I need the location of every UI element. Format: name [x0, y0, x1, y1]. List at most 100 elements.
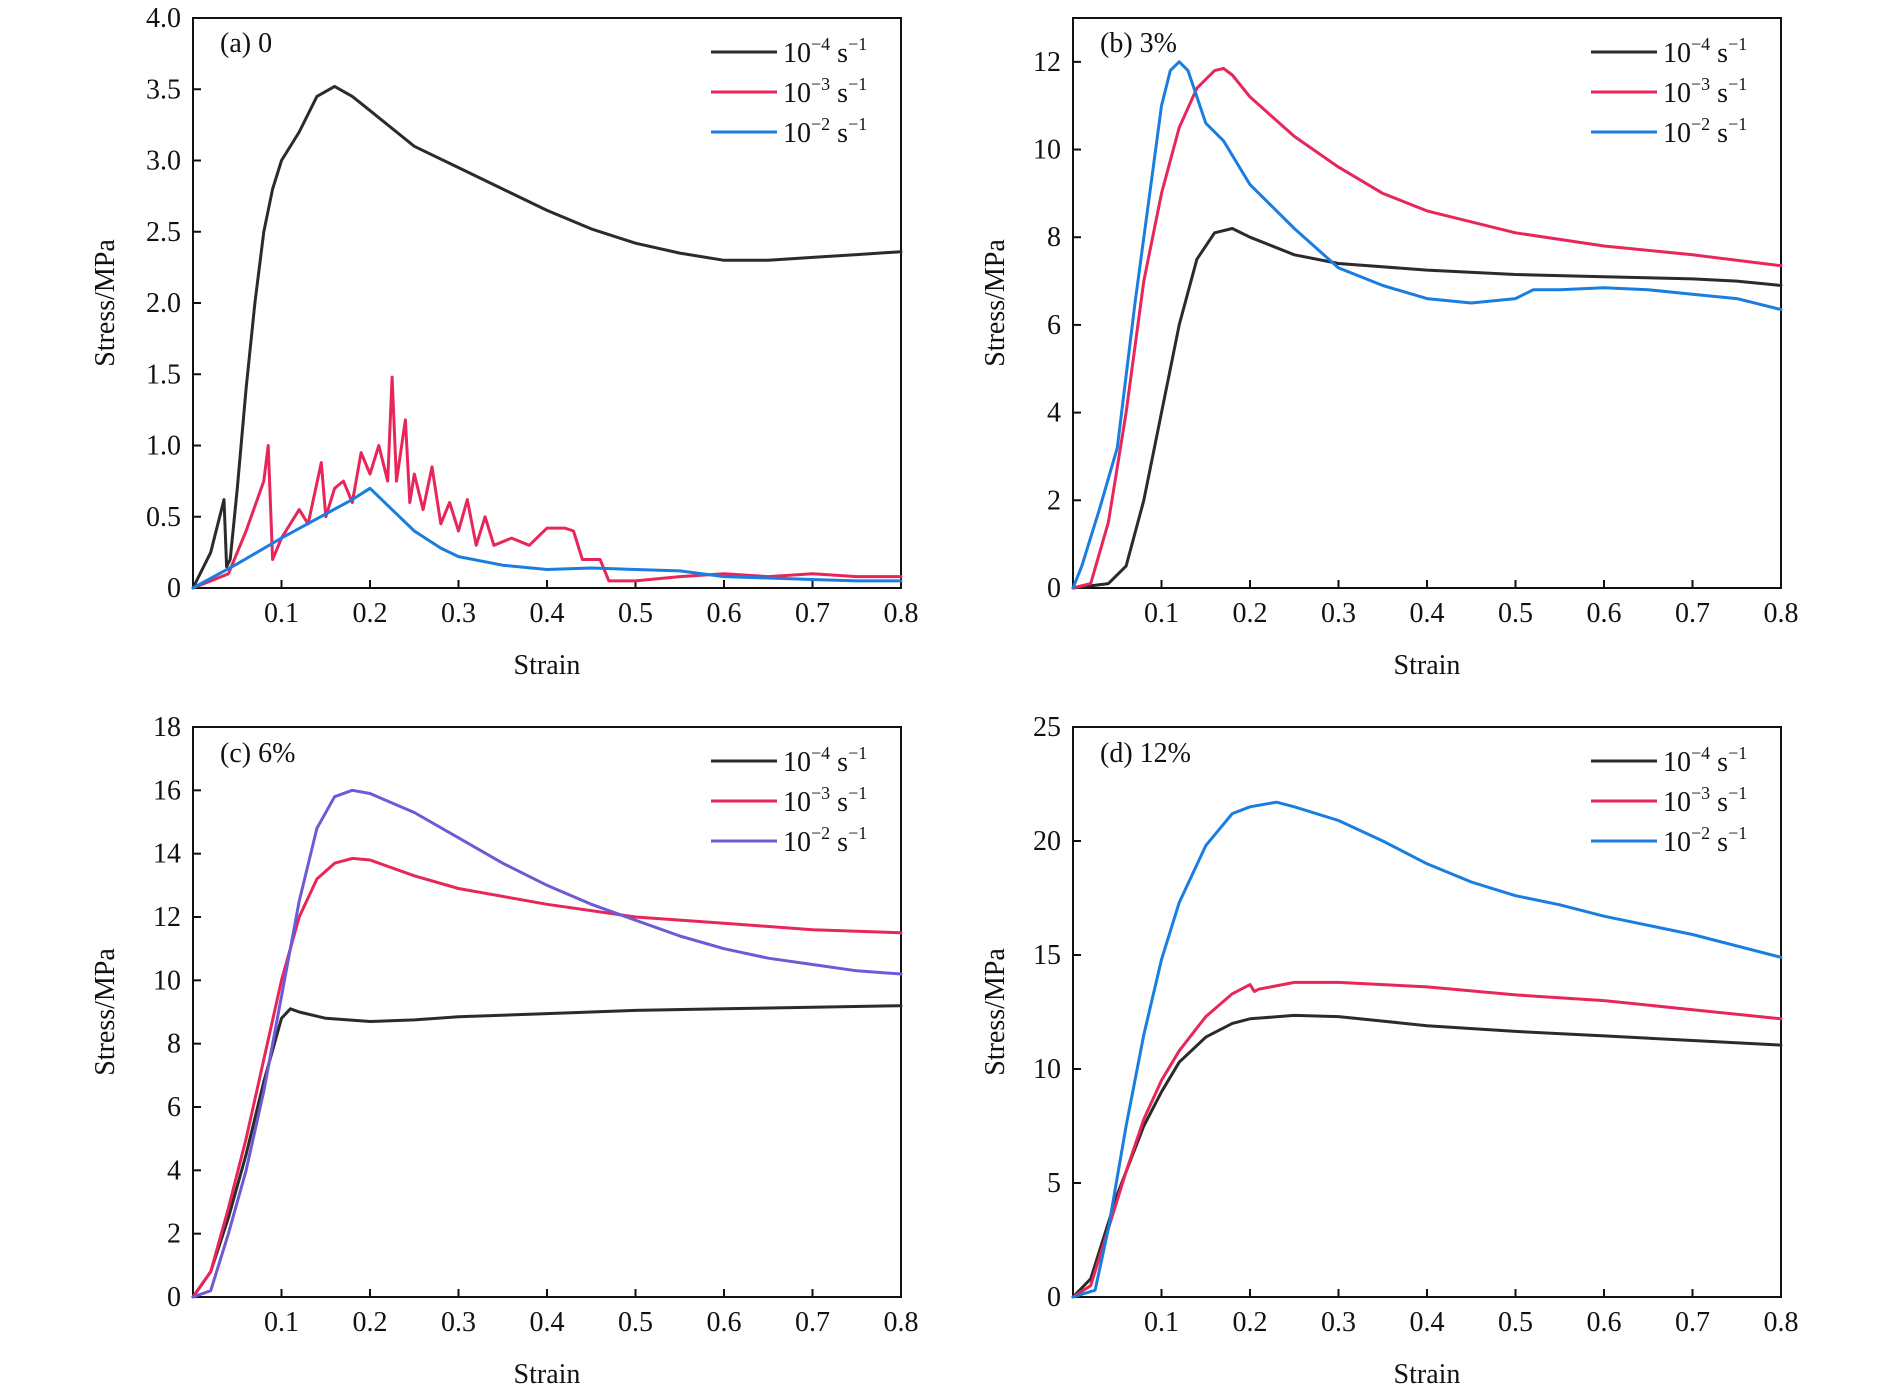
- x-axis-label: Strain: [1394, 1359, 1461, 1390]
- x-tick-label: 0.4: [530, 1307, 565, 1338]
- y-tick-label: 8: [1047, 222, 1061, 253]
- legend-label: 10−2 s−1: [783, 823, 867, 858]
- x-tick-label: 0.8: [884, 598, 919, 629]
- y-axis-label: Stress/MPa: [980, 948, 1011, 1076]
- y-tick-label: 2.5: [146, 217, 181, 248]
- series-layer: [191, 788, 903, 1299]
- y-tick-label: 2: [1047, 485, 1061, 516]
- y-tick-label: 10: [153, 965, 181, 996]
- panel-title: (a) 0: [220, 28, 272, 59]
- x-tick-label: 0.6: [1587, 598, 1622, 629]
- legend-label: 10−2 s−1: [1663, 114, 1747, 149]
- x-axis-label: Strain: [514, 1359, 581, 1390]
- panel-c: 0.1 0.2 0.3 0.4 0.5 0.6 0.7 0.8024681012141618 …: [90, 712, 919, 1390]
- x-tick-label: 0.3: [441, 598, 476, 629]
- y-tick-label: 6: [1047, 310, 1061, 341]
- series-line-r3: [1071, 66, 1783, 590]
- legend: 10−4 s−1 10−3 s−1 10−2 s−1: [711, 743, 867, 858]
- axis-ticks: 0.1 0.2 0.3 0.4 0.5 0.6 0.7 0.8 0 2 4 6 8 10 12 14 16 18: [153, 712, 919, 1338]
- axis-ticks: 0.1 0.2 0.3 0.4 0.5 0.6 0.7 0.8 0 5 10 15 20 25: [1033, 712, 1799, 1338]
- y-tick-label: 2: [167, 1219, 181, 1250]
- x-tick-label: 0.8: [884, 1307, 919, 1338]
- series-line-r3: [191, 375, 903, 590]
- series-line-r3: [191, 856, 903, 1299]
- x-tick-label: 0.5: [1498, 1307, 1533, 1338]
- series-line-r4: [1071, 1013, 1783, 1299]
- x-tick-label: 0.3: [1321, 598, 1356, 629]
- series-line-r4: [191, 84, 903, 590]
- y-tick-label: 0: [167, 1282, 181, 1313]
- y-tick-label: 4.0: [146, 3, 181, 34]
- x-tick-label: 0.2: [353, 598, 388, 629]
- y-tick-label: 0: [167, 573, 181, 604]
- x-tick-label: 0.7: [1675, 598, 1710, 629]
- legend-label: 10−4 s−1: [1663, 34, 1747, 69]
- y-tick-label: 8: [167, 1029, 181, 1060]
- legend-label: 10−2 s−1: [783, 114, 867, 149]
- y-tick-label: 5: [1047, 1168, 1061, 1199]
- series-layer: [191, 84, 903, 590]
- y-tick-label: 0: [1047, 573, 1061, 604]
- y-tick-label: 2.0: [146, 288, 181, 319]
- legend: 10−4 s−1 10−3 s−1 10−2 s−1: [1591, 34, 1747, 149]
- y-tick-label: 0: [1047, 1282, 1061, 1313]
- legend-label: 10−4 s−1: [783, 743, 867, 778]
- x-tick-label: 0.2: [353, 1307, 388, 1338]
- y-tick-label: 1.0: [146, 431, 181, 462]
- y-tick-label: 10: [1033, 1054, 1061, 1085]
- y-tick-label: 1.5: [146, 359, 181, 390]
- y-tick-label: 0.5: [146, 502, 181, 533]
- y-axis-label: Stress/MPa: [90, 239, 121, 367]
- legend-label: 10−3 s−1: [783, 74, 867, 109]
- y-tick-label: 12: [1033, 47, 1061, 78]
- axis-ticks: 0.1 0.2 0.3 0.4 0.5 0.6 0.7 0.8 0 0.5 1.0 1.5 2.0 2.5…: [146, 3, 919, 629]
- x-tick-label: 0.2: [1233, 1307, 1268, 1338]
- y-tick-label: 6: [167, 1092, 181, 1123]
- panel-title: (d) 12%: [1100, 738, 1191, 769]
- legend-label: 10−4 s−1: [783, 34, 867, 69]
- series-layer: [1071, 800, 1783, 1299]
- y-tick-label: 10: [1033, 135, 1061, 166]
- series-line-r2: [191, 788, 903, 1299]
- series-line-r2: [1071, 800, 1783, 1299]
- x-tick-label: 0.1: [264, 598, 299, 629]
- x-tick-label: 0.6: [707, 1307, 742, 1338]
- legend-label: 10−3 s−1: [783, 783, 867, 818]
- series-line-r4: [1071, 227, 1783, 590]
- y-axis-label: Stress/MPa: [90, 948, 121, 1076]
- y-tick-label: 16: [153, 775, 181, 806]
- series-line-r4: [191, 1004, 903, 1299]
- axis-ticks: 0.1 0.2 0.3 0.4 0.5 0.6 0.7 0.8 0 2 4 6 8 10 12: [1033, 47, 1799, 629]
- y-axis-label: Stress/MPa: [980, 239, 1011, 367]
- series-layer: [1071, 60, 1783, 590]
- panel-title: (b) 3%: [1100, 28, 1177, 59]
- y-tick-label: 4: [167, 1155, 181, 1186]
- x-tick-label: 0.7: [795, 1307, 830, 1338]
- y-tick-label: 3.0: [146, 146, 181, 177]
- y-tick-label: 25: [1033, 712, 1061, 743]
- x-tick-label: 0.4: [530, 598, 565, 629]
- legend-label: 10−3 s−1: [1663, 74, 1747, 109]
- x-tick-label: 0.8: [1764, 1307, 1799, 1338]
- x-tick-label: 0.6: [707, 598, 742, 629]
- x-tick-label: 0.7: [795, 598, 830, 629]
- x-tick-label: 0.1: [264, 1307, 299, 1338]
- y-tick-label: 3.5: [146, 74, 181, 105]
- legend-label: 10−4 s−1: [1663, 743, 1747, 778]
- x-tick-label: 0.2: [1233, 598, 1268, 629]
- x-tick-label: 0.4: [1410, 1307, 1445, 1338]
- x-tick-label: 0.1: [1144, 598, 1179, 629]
- panel-b: 0.1 0.2 0.3 0.4 0.5 0.6 0.7 0.8 0 2 4 6 8 10 12 (b) 3%…: [980, 17, 1799, 681]
- x-tick-label: 0.3: [441, 1307, 476, 1338]
- x-axis-label: Strain: [514, 650, 581, 681]
- legend: 10−4 s−1 10−3 s−1 10−2 s−1: [711, 34, 867, 149]
- panel-a: 0.1 0.2 0.3 0.4 0.5 0.6 0.7 0.8 0 0.5 1.0 1.5 2.0 2.5…: [90, 3, 919, 681]
- panel-title: (c) 6%: [220, 738, 295, 769]
- series-line-r2: [1071, 60, 1783, 590]
- y-tick-label: 12: [153, 902, 181, 933]
- legend-label: 10−3 s−1: [1663, 783, 1747, 818]
- x-tick-label: 0.4: [1410, 598, 1445, 629]
- y-tick-label: 18: [153, 712, 181, 743]
- legend: 10−4 s−1 10−3 s−1 10−2 s−1: [1591, 743, 1747, 858]
